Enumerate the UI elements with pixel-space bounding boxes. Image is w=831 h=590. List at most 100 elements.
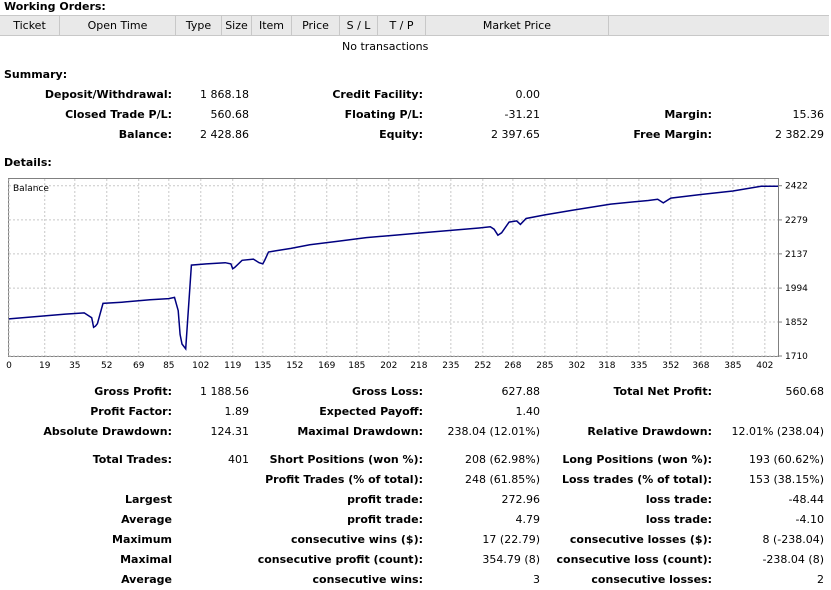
long-positions-value: 193 (60.62%)	[748, 453, 824, 466]
x-tick-label: 385	[724, 361, 741, 371]
absolute-drawdown-label: Absolute Drawdown:	[43, 425, 172, 438]
maximal-consecutive-profit-label: consecutive profit (count):	[257, 553, 423, 566]
average-consecutive-label: Average	[121, 573, 172, 586]
x-tick-label: 69	[133, 361, 145, 371]
y-axis-ticks: 2422 2279 2137 1994 1852 1710	[778, 182, 808, 362]
short-positions-value: 208 (62.98%)	[464, 453, 540, 466]
expected-payoff-label: Expected Payoff:	[319, 405, 423, 418]
column-item[interactable]: Item	[252, 16, 292, 35]
chart-legend-balance: Balance	[13, 184, 49, 194]
y-tick-label: 1710	[785, 352, 808, 362]
largest-loss-label: loss trade:	[645, 493, 712, 506]
y-tick-label: 1852	[785, 318, 808, 328]
x-tick-label: 185	[348, 361, 365, 371]
column-ticket[interactable]: Ticket	[0, 16, 60, 35]
gross-profit-label: Gross Profit:	[94, 385, 172, 398]
x-tick-label: 135	[254, 361, 271, 371]
x-tick-label: 268	[504, 361, 521, 371]
floating-pl-value: -31.21	[504, 108, 540, 121]
column-tp[interactable]: T / P	[378, 16, 426, 35]
margin-label: Margin:	[664, 108, 712, 121]
x-tick-label: 0	[6, 361, 12, 371]
x-tick-label: 285	[536, 361, 553, 371]
equity-label: Equity:	[379, 128, 423, 141]
x-tick-label: 19	[39, 361, 51, 371]
profit-trades-value: 248 (61.85%)	[464, 473, 540, 486]
deposit-label: Deposit/Withdrawal:	[44, 88, 172, 101]
y-tick-label: 2137	[785, 250, 808, 260]
y-tick-label: 1994	[785, 284, 808, 294]
summary-title: Summary:	[4, 68, 68, 81]
column-price[interactable]: Price	[292, 16, 340, 35]
loss-trades-value: 153 (38.15%)	[748, 473, 824, 486]
x-tick-label: 119	[224, 361, 241, 371]
deposit-value: 1 868.18	[200, 88, 249, 101]
y-tick-label: 2422	[785, 182, 808, 192]
profit-factor-label: Profit Factor:	[90, 405, 172, 418]
loss-trades-label: Loss trades (% of total):	[561, 473, 712, 486]
average-profit-label: profit trade:	[347, 513, 423, 526]
largest-profit-label: profit trade:	[347, 493, 423, 506]
long-positions-label: Long Positions (won %):	[562, 453, 712, 466]
free-margin-label: Free Margin:	[633, 128, 712, 141]
max-consecutive-losses-value: 8 (-238.04)	[762, 533, 824, 546]
profit-factor-value: 1.89	[224, 405, 250, 418]
maximal-drawdown-label: Maximal Drawdown:	[297, 425, 423, 438]
x-tick-label: 368	[692, 361, 709, 371]
details-title: Details:	[4, 156, 52, 169]
balance-value: 2 428.86	[200, 128, 249, 141]
max-consecutive-wins-label: consecutive wins ($):	[290, 533, 423, 546]
x-tick-label: 352	[662, 361, 679, 371]
average-profit-value: 4.79	[515, 513, 541, 526]
balance-label: Balance:	[118, 128, 172, 141]
largest-profit-value: 272.96	[501, 493, 541, 506]
floating-pl-label: Floating P/L:	[344, 108, 423, 121]
maximal-consecutive-loss-label: consecutive loss (count):	[556, 553, 712, 566]
largest-label: Largest	[125, 493, 172, 506]
relative-drawdown-label: Relative Drawdown:	[587, 425, 712, 438]
no-transactions-text: No transactions	[342, 40, 429, 53]
closed-pl-label: Closed Trade P/L:	[65, 108, 172, 121]
column-type[interactable]: Type	[176, 16, 222, 35]
column-size[interactable]: Size	[222, 16, 252, 35]
maximal-consecutive-profit-value: 354.79 (8)	[482, 553, 540, 566]
average-loss-value: -4.10	[795, 513, 824, 526]
x-tick-label: 52	[101, 361, 112, 371]
x-tick-label: 152	[286, 361, 303, 371]
expected-payoff-value: 1.40	[515, 405, 541, 418]
gross-loss-label: Gross Loss:	[352, 385, 423, 398]
credit-value: 0.00	[515, 88, 541, 101]
chart-frame	[8, 178, 779, 357]
column-sl[interactable]: S / L	[340, 16, 378, 35]
x-tick-label: 102	[192, 361, 209, 371]
x-tick-label: 335	[630, 361, 647, 371]
closed-pl-value: 560.68	[210, 108, 250, 121]
average-consecutive-losses-label: consecutive losses:	[591, 573, 712, 586]
column-blank	[609, 16, 829, 35]
column-market-price[interactable]: Market Price	[426, 16, 609, 35]
orders-table-header: Ticket Open Time Type Size Item Price S …	[0, 15, 829, 36]
average-consecutive-wins-label: consecutive wins:	[312, 573, 423, 586]
balance-series-line	[8, 185, 778, 351]
free-margin-value: 2 382.29	[775, 128, 824, 141]
total-net-profit-label: Total Net Profit:	[613, 385, 713, 398]
column-open-time[interactable]: Open Time	[60, 16, 176, 35]
credit-label: Credit Facility:	[332, 88, 423, 101]
total-trades-label: Total Trades:	[92, 453, 172, 466]
average-loss-label: loss trade:	[645, 513, 712, 526]
maximum-label: Maximum	[112, 533, 172, 546]
total-trades-value: 401	[228, 453, 249, 466]
x-tick-label: 35	[69, 361, 80, 371]
average-consecutive-wins-value: 3	[533, 573, 540, 586]
x-tick-label: 85	[163, 361, 174, 371]
maximal-label: Maximal	[120, 553, 172, 566]
working-orders-title: Working Orders:	[4, 0, 106, 13]
average-consecutive-losses-value: 2	[817, 573, 824, 586]
gross-loss-value: 627.88	[501, 385, 541, 398]
x-axis-ticks: 0 19 35 52 69 85 102 119 135 152 169 185 202 218 235 25…	[6, 361, 773, 371]
profit-trades-label: Profit Trades (% of total):	[265, 473, 423, 486]
average-label: Average	[121, 513, 172, 526]
gross-profit-value: 1 188.56	[200, 385, 249, 398]
largest-loss-value: -48.44	[788, 493, 824, 506]
x-tick-label: 302	[568, 361, 585, 371]
